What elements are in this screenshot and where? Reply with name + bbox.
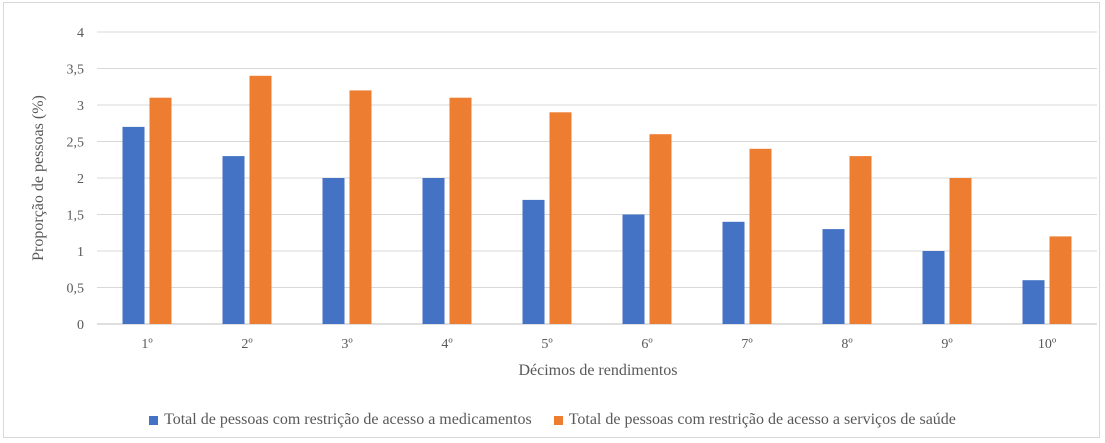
bars xyxy=(122,75,1072,325)
legend-label-medicamentos: Total de pessoas com restrição de acesso… xyxy=(164,411,532,428)
y-tick-label: 2,5 xyxy=(67,136,85,151)
y-tick-label: 3,5 xyxy=(67,63,85,78)
x-tick-label: 10º xyxy=(1038,337,1057,352)
bar-medicamentos-8 xyxy=(822,229,845,324)
bar-medicamentos-4 xyxy=(422,178,445,324)
x-axis-title: Décimos de rendimentos xyxy=(518,362,677,379)
y-tick-label: 0,5 xyxy=(67,282,85,297)
x-tick-label: 3º xyxy=(341,337,353,352)
y-tick-label: 3 xyxy=(77,99,84,114)
x-tick-label: 7º xyxy=(741,337,753,352)
y-tick-label: 0 xyxy=(77,318,84,333)
legend-item-medicamentos: Total de pessoas com restrição de acesso… xyxy=(149,411,532,429)
legend-label-servicos-saude: Total de pessoas com restrição de acesso… xyxy=(568,411,956,428)
y-tick-label: 1,5 xyxy=(67,209,85,224)
bar-medicamentos-2 xyxy=(222,156,245,324)
y-tick-label: 4 xyxy=(77,26,84,41)
bar-medicamentos-9 xyxy=(922,251,945,324)
bar-servicos-saude-9 xyxy=(949,178,972,324)
bar-servicos-saude-6 xyxy=(649,134,672,324)
x-tick-label: 1º xyxy=(141,337,153,352)
bar-medicamentos-3 xyxy=(322,178,345,324)
bar-servicos-saude-10 xyxy=(1049,236,1072,324)
y-tick-label: 1 xyxy=(77,245,84,260)
bar-medicamentos-1 xyxy=(122,126,145,325)
x-tick-label: 9º xyxy=(941,337,953,352)
legend-item-servicos-saude: Total de pessoas com restrição de acesso… xyxy=(553,411,956,429)
x-axis-ticks: 1º 2º 3º 4º 5º 6º 7º 8º 9º 10º xyxy=(141,337,1057,352)
x-tick-label: 4º xyxy=(441,337,453,352)
bar-medicamentos-10 xyxy=(1022,280,1045,324)
x-tick-label: 6º xyxy=(641,337,653,352)
x-tick-label: 8º xyxy=(841,337,853,352)
bar-medicamentos-7 xyxy=(722,221,745,324)
bar-servicos-saude-4 xyxy=(449,97,472,324)
y-tick-label: 2 xyxy=(77,172,84,187)
legend-swatch-servicos-saude xyxy=(553,415,563,425)
bar-servicos-saude-2 xyxy=(249,75,272,324)
bar-servicos-saude-8 xyxy=(849,156,872,324)
y-axis-title: Proporção de pessoas (%) xyxy=(30,95,47,261)
bar-servicos-saude-5 xyxy=(549,112,572,324)
x-tick-label: 5º xyxy=(541,337,553,352)
legend: Total de pessoas com restrição de acesso… xyxy=(0,408,1105,432)
bar-servicos-saude-3 xyxy=(349,90,372,325)
bar-medicamentos-5 xyxy=(522,199,545,324)
bar-medicamentos-6 xyxy=(622,214,645,324)
x-tick-label: 2º xyxy=(241,337,253,352)
bar-servicos-saude-1 xyxy=(149,97,172,324)
gridlines xyxy=(97,31,1097,325)
legend-swatch-medicamentos xyxy=(149,415,159,425)
bar-servicos-saude-7 xyxy=(749,148,772,324)
y-axis-ticks: 0 0,5 1 1,5 2 2,5 3 3,5 4 xyxy=(67,26,85,333)
